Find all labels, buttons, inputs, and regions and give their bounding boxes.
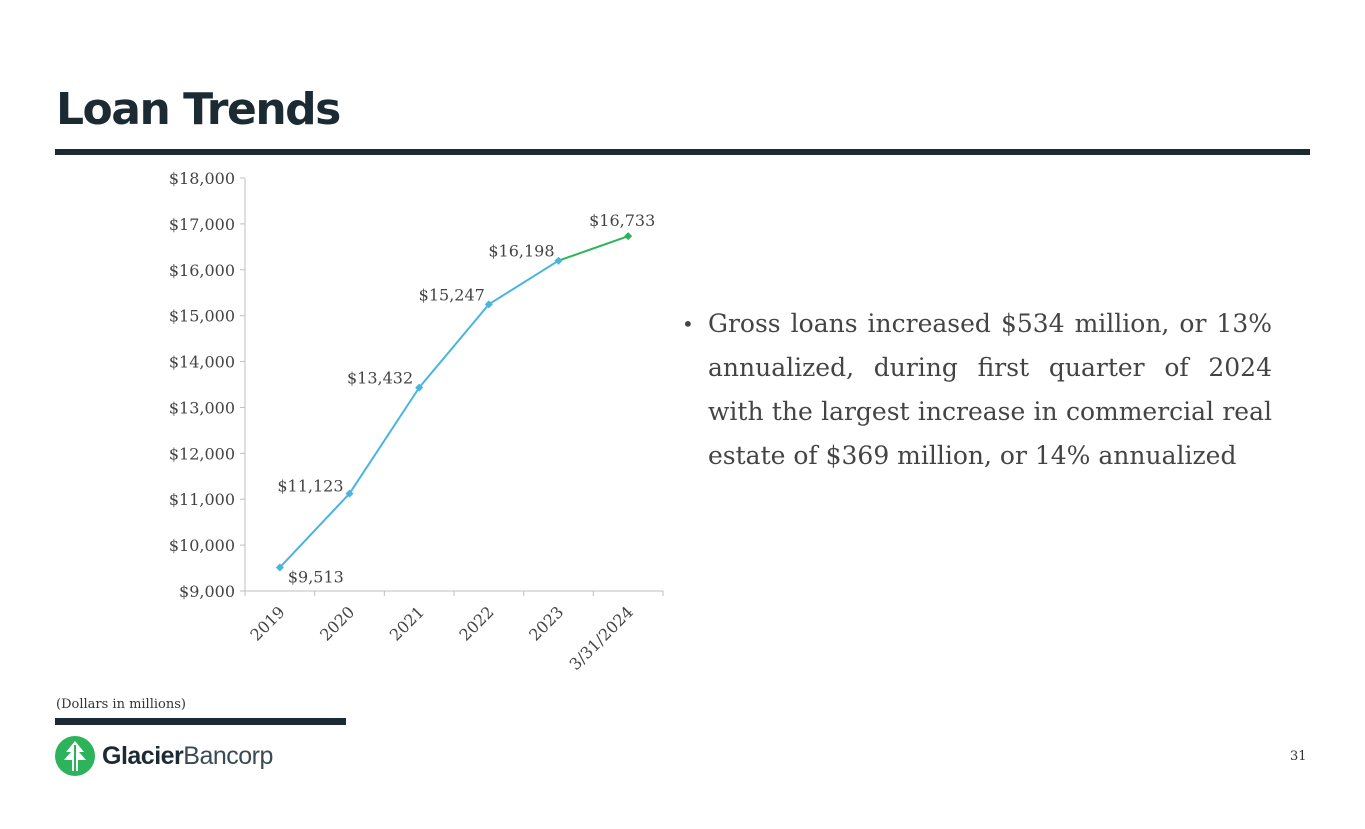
y-tick-label: $17,000 xyxy=(169,215,235,234)
y-tick-label: $14,000 xyxy=(169,353,235,372)
x-tick-label: 2023 xyxy=(525,602,567,644)
loan-trend-chart: $9,000 $10,000 $11,000 $12,000 $13,000 $14,00… xyxy=(169,169,664,674)
bullet-text: Gross loans increased $534 million, or 1… xyxy=(708,309,1272,470)
brand-name-bold: Glacier xyxy=(102,741,184,770)
page-number: 31 xyxy=(1290,749,1307,764)
title-divider xyxy=(55,149,1310,155)
data-label: $13,432 xyxy=(347,369,413,388)
footer-divider xyxy=(55,718,346,725)
page-title: Loan Trends xyxy=(56,84,341,135)
x-tick-label: 2022 xyxy=(455,602,497,644)
data-point xyxy=(275,563,284,572)
data-label: $16,733 xyxy=(589,211,655,230)
x-tick-label: 2021 xyxy=(386,602,428,644)
x-tick-label: 3/31/2024 xyxy=(566,602,637,673)
data-point xyxy=(484,300,493,309)
data-label: $9,513 xyxy=(288,567,344,586)
y-tick-label: $13,000 xyxy=(169,398,235,417)
company-logo: GlacierBancorp xyxy=(54,735,273,777)
series-line-segment xyxy=(348,387,421,495)
bullet-point: • Gross loans increased $534 million, or… xyxy=(682,302,1272,478)
y-tick-label: $11,000 xyxy=(169,490,235,509)
data-point xyxy=(415,383,424,392)
data-point xyxy=(554,256,563,265)
y-tick-label: $12,000 xyxy=(169,444,235,463)
y-tick-label: $18,000 xyxy=(169,169,235,188)
series-line-segment xyxy=(488,259,560,306)
data-label: $11,123 xyxy=(277,477,343,496)
x-tick-label: 2019 xyxy=(246,602,288,644)
y-tick-label: $16,000 xyxy=(169,261,235,280)
brand-name-light: Bancorp xyxy=(183,741,273,770)
y-tick-label: $9,000 xyxy=(179,582,235,601)
brand-name: GlacierBancorp xyxy=(102,742,273,771)
y-tick-label: $10,000 xyxy=(169,536,235,555)
glacier-tree-icon xyxy=(55,736,95,776)
data-label: $16,198 xyxy=(488,242,554,261)
x-tick-label: 2020 xyxy=(316,602,358,644)
series-line-segment xyxy=(558,235,629,262)
series-line-segment xyxy=(279,492,351,569)
units-footnote: (Dollars in millions) xyxy=(56,697,186,712)
bullet-icon: • xyxy=(682,312,694,336)
y-tick-label: $15,000 xyxy=(169,307,235,326)
data-point xyxy=(624,232,633,241)
data-label: $15,247 xyxy=(419,285,485,304)
data-point xyxy=(345,489,354,498)
series-line-segment xyxy=(418,303,490,389)
